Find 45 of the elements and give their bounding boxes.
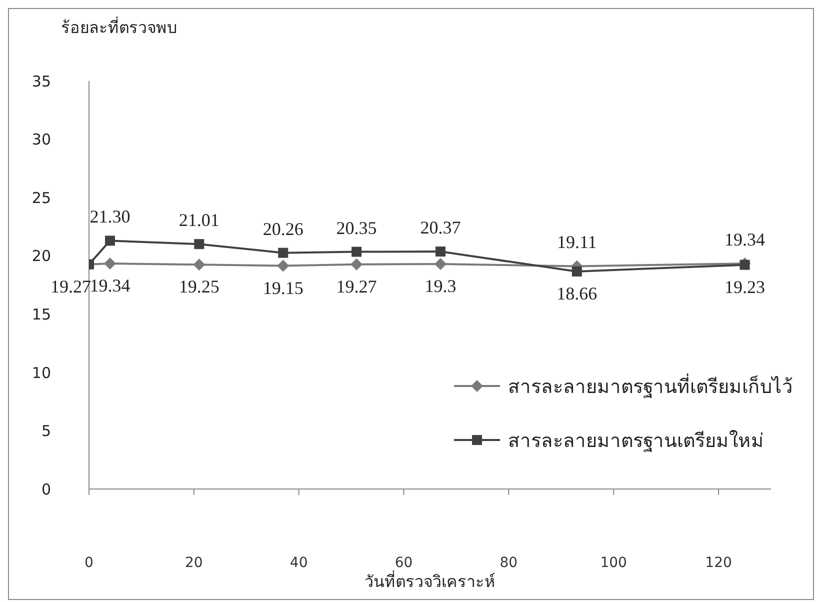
data-label: 20.26 — [262, 218, 304, 239]
data-label: 21.01 — [178, 210, 220, 230]
point — [435, 246, 446, 257]
x-tick-label: 0 — [84, 554, 94, 571]
y-tick-label: 10 — [32, 364, 51, 382]
legend-label: สารละลายมาตรฐานที่เตรียมเก็บไว้ — [508, 372, 793, 400]
y-tick-label: 0 — [41, 480, 51, 498]
data-label: 19.15 — [262, 278, 304, 298]
x-tick-label: 20 — [185, 554, 203, 571]
y-tick-label: 35 — [32, 72, 51, 90]
point — [104, 258, 116, 270]
y-tick-label: 15 — [32, 305, 51, 324]
point — [104, 236, 115, 246]
data-label: 20.37 — [420, 218, 461, 238]
data-label: 19.34 — [724, 230, 766, 250]
point — [193, 258, 206, 271]
x-tick-label: 80 — [500, 554, 518, 571]
data-label: 21.30 — [90, 206, 130, 227]
data-label: 19.11 — [556, 232, 597, 252]
data-label: 19.23 — [724, 276, 766, 297]
data-label: 19.34 — [90, 276, 130, 296]
y-tick-label: 30 — [32, 130, 51, 149]
point — [572, 266, 582, 276]
data-label: 19.27 — [336, 276, 377, 296]
x-tick-label: 100 — [600, 554, 627, 571]
x-tick-label: 120 — [705, 554, 732, 571]
data-label: 19.27 — [50, 276, 91, 296]
data-label: 20.35 — [336, 218, 377, 238]
y-tick-label: 20 — [32, 247, 51, 266]
x-axis-title: วันที่ตรวจวิเคราะห์ — [364, 570, 496, 591]
x-tick-label: 40 — [290, 554, 308, 571]
data-label: 19.3 — [424, 276, 456, 296]
y-axis-title: ร้อยละที่ตรวจพบ — [61, 16, 177, 39]
x-tick-label: 60 — [394, 554, 413, 571]
point — [352, 246, 362, 257]
point — [350, 258, 363, 270]
y-tick-label: 25 — [32, 188, 51, 207]
y-tick-label: 5 — [41, 422, 51, 440]
point — [278, 248, 288, 258]
data-label: 18.66 — [556, 283, 598, 304]
point — [434, 258, 446, 270]
point — [194, 239, 204, 250]
point — [277, 260, 290, 272]
data-label: 19.25 — [178, 276, 220, 297]
legend-label: สารละลายมาตรฐานเตรียมใหม่ — [508, 429, 764, 454]
